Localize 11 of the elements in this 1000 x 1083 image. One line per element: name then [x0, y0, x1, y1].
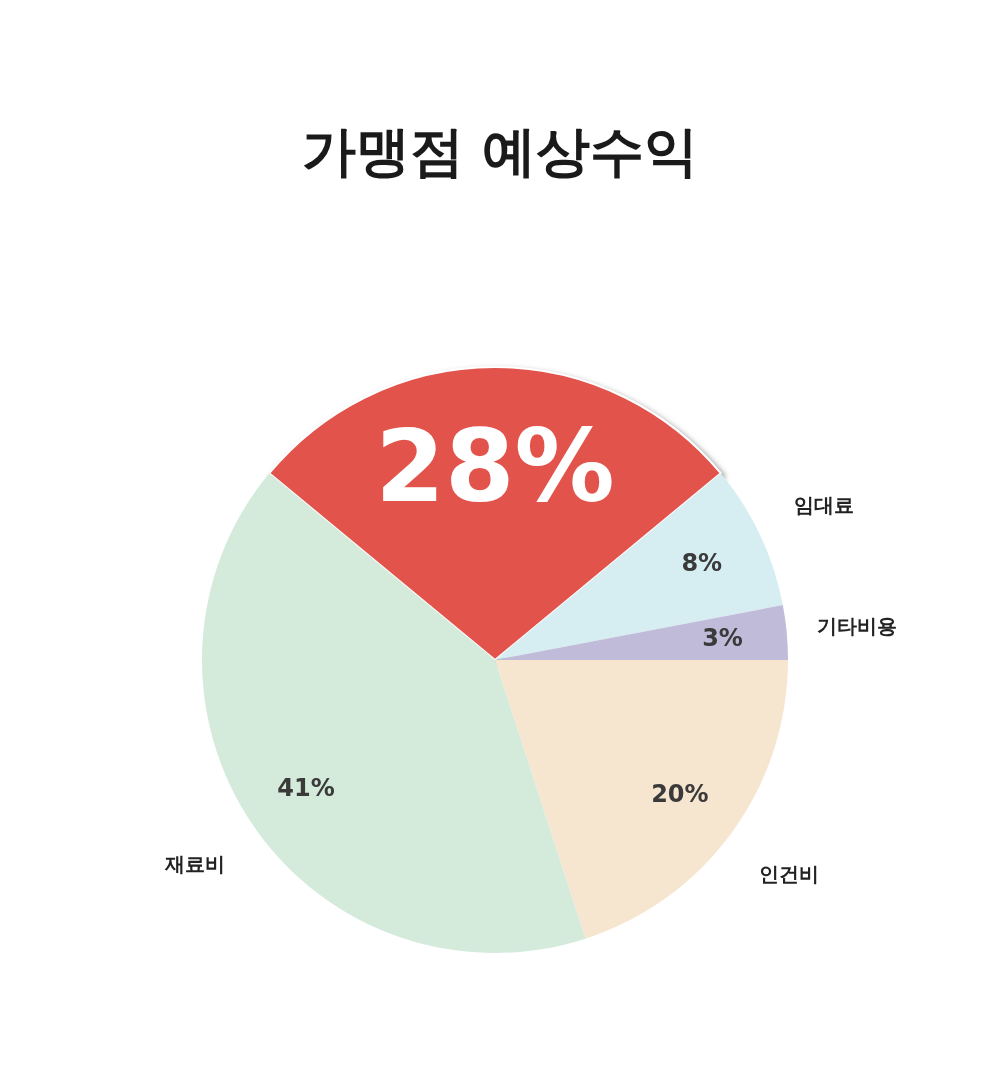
slice-label: 인건비	[758, 861, 819, 886]
data-label: 28%	[375, 408, 615, 526]
slice-label: 재료비	[163, 852, 225, 877]
data-label: 8%	[681, 548, 723, 577]
data-label: 20%	[651, 780, 709, 809]
data-label: 41%	[277, 774, 335, 803]
chart-title: 가맹점 예상수익	[300, 119, 700, 185]
data-label: 3%	[702, 624, 743, 653]
slice-label: 기타비용	[816, 613, 897, 638]
slice-label: 임대료	[793, 493, 854, 518]
pie-slice	[495, 605, 788, 660]
